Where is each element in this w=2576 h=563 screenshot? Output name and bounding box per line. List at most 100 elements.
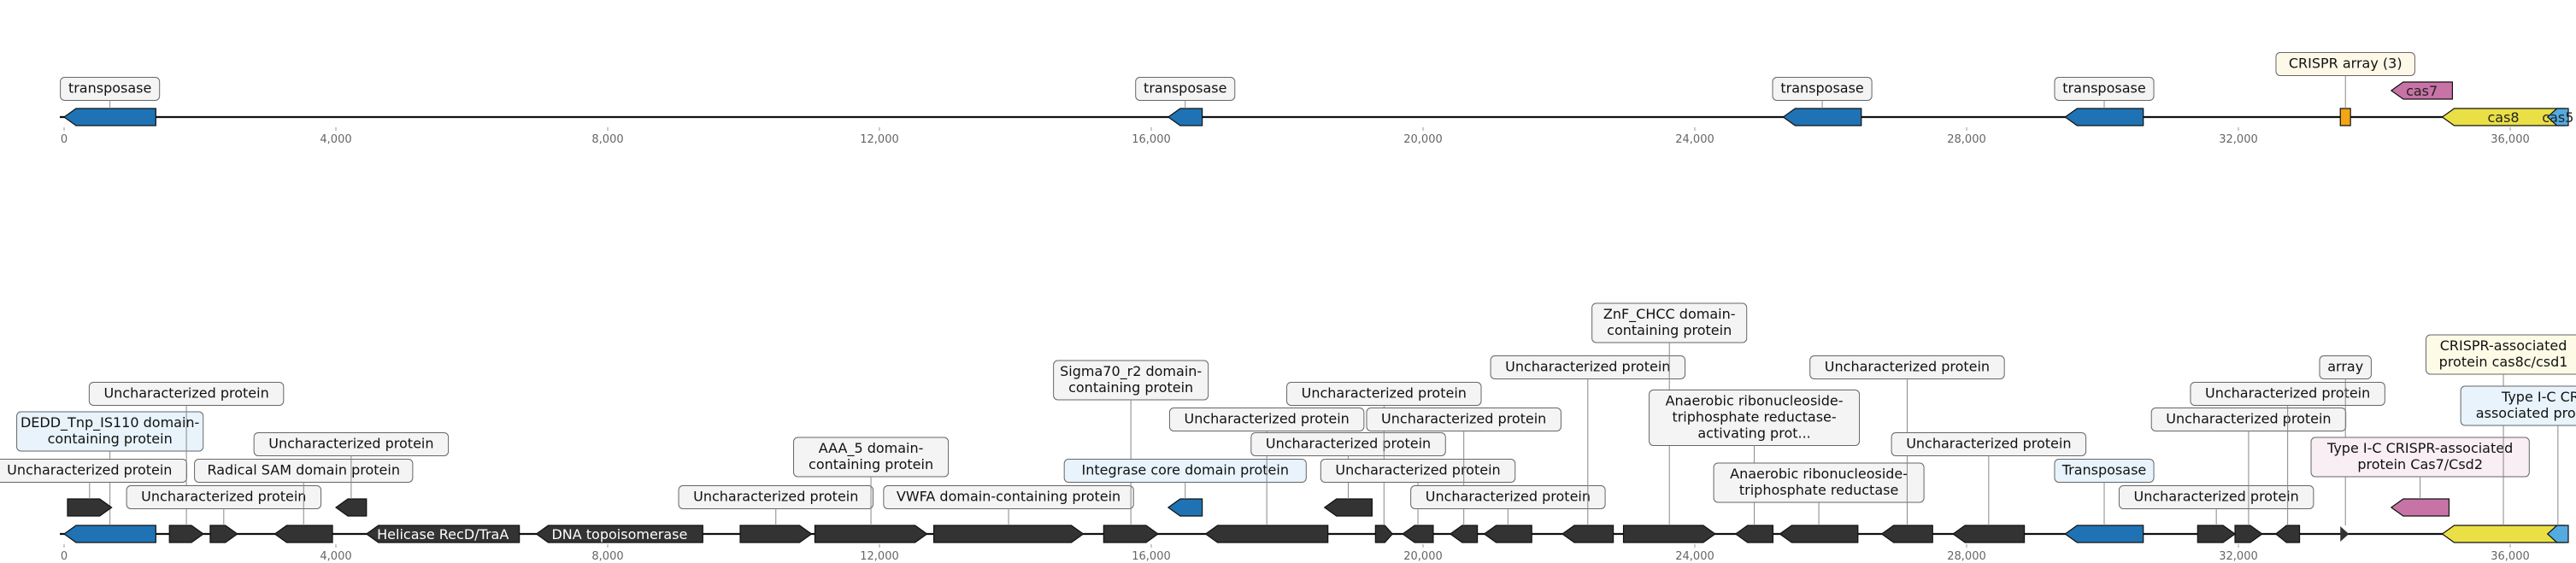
bottom-gene-b11: VWFA domain-containing protein: [883, 485, 1134, 543]
top-label-text: transposase: [1780, 80, 1863, 97]
bottom-label-text: Radical SAM domain protein: [207, 462, 399, 478]
bottom-gene-b29: Uncharacterized protein: [2190, 382, 2385, 543]
bottom-tick-label: 8,000: [591, 550, 623, 563]
bottom-label-text: array: [2327, 359, 2363, 375]
top-tick-label: 16,000: [1132, 133, 1171, 146]
bottom-label-text: Type I-C CRISPR-associated protein Cas7/C…: [2326, 440, 2513, 472]
bottom-gene-arrow: [1880, 525, 1933, 543]
top-gene-t8: cas5: [2542, 108, 2573, 126]
bottom-label-text: Uncharacterized protein: [141, 489, 306, 505]
bottom-gene-arrow: [1374, 525, 1394, 543]
top-gene-arrow: [62, 108, 156, 126]
bottom-gene-b32: CRISPR-associated protein cas8c/csd1: [2426, 334, 2576, 543]
bottom-gene-arrow: [814, 525, 928, 543]
bottom-gene-arrow: [1449, 525, 1479, 543]
top-label-text: CRISPR array (3): [2289, 56, 2403, 72]
bottom-gene-b31: Type I-C CRISPR-associated protein Cas7/C…: [2310, 437, 2530, 517]
bottom-label-text: Uncharacterized protein: [2134, 489, 2299, 505]
top-tick-label: 20,000: [1403, 133, 1443, 146]
bottom-label-text: Uncharacterized protein: [693, 489, 858, 505]
bottom-gene-arrow: [2546, 525, 2569, 543]
bottom-gene-b10: AAA_5 domain-containing protein: [793, 437, 950, 543]
bottom-gene-arrow: [2064, 525, 2144, 543]
bottom-gene-arrow: [1167, 498, 1203, 517]
top-gene-inner-label: cas5: [2542, 109, 2573, 126]
bottom-gene-arrow: [1952, 525, 2026, 543]
top-label-text: transposase: [1144, 80, 1226, 97]
top-gene-arrow: [1167, 108, 1203, 126]
bottom-label-text: DEDD_Tnp_IS110 domain-containing protein: [21, 414, 199, 447]
bottom-gene-arrow: [2441, 525, 2566, 543]
top-label-text: transposase: [68, 80, 151, 97]
bottom-label-text: Uncharacterized protein: [1906, 436, 2071, 452]
bottom-gene-b27: Uncharacterized protein: [2118, 485, 2314, 543]
bottom-label-text: Anaerobic ribonucleoside-triphosphate re…: [1730, 466, 1908, 498]
top-gene-t4: transposase: [2054, 77, 2155, 126]
top-gene-inner-label: cas8: [2487, 109, 2519, 126]
bottom-gene-b3: Uncharacterized protein: [88, 382, 285, 543]
top-tick-label: 32,000: [2219, 133, 2258, 146]
top-tick-label: 12,000: [860, 133, 899, 146]
bottom-gene-arrow: [273, 525, 333, 543]
bottom-label-text: Uncharacterized protein: [1185, 411, 1350, 427]
bottom-gene-arrow: [1323, 498, 1373, 517]
bottom-tick-label: 12,000: [860, 550, 899, 563]
top-label-text: transposase: [2062, 80, 2145, 97]
bottom-gene-arrow: [1103, 525, 1159, 543]
bottom-gene-b13: Integrase core domain protein: [1063, 459, 1307, 517]
bottom-gene-arrow: [334, 498, 368, 517]
bottom-gene-arrow: [933, 525, 1085, 543]
top-tick-label: 36,000: [2491, 133, 2530, 146]
top-tick-label: 0: [61, 133, 68, 146]
bottom-gene-arrow: [535, 525, 703, 543]
bottom-tick-label: 4,000: [320, 550, 351, 563]
bottom-gene-arrow: [1561, 525, 1614, 543]
top-gene-arrow: [2339, 108, 2351, 126]
bottom-gene-b22: Anaerobic ribonucleoside-triphosphate re…: [1649, 390, 1861, 543]
top-gene-t1: transposase: [60, 77, 161, 126]
bottom-gene-b7: Helicase RecD/TraA: [365, 525, 520, 543]
bottom-gene-b15: Uncharacterized protein: [1250, 432, 1446, 517]
bottom-gene-b28: Uncharacterized protein: [2150, 408, 2347, 543]
bottom-label-text: Integrase core domain protein: [1082, 462, 1289, 478]
bottom-label-text: VWFA domain-containing protein: [897, 489, 1120, 505]
top-genome-track: 0 4,000 8,000 12,000 16,000 20,000 24,000 28,00…: [60, 52, 2573, 146]
bottom-gene-arrow: [168, 525, 205, 543]
bottom-tick-label: 16,000: [1132, 550, 1171, 563]
bottom-tick-label: 28,000: [1947, 550, 1986, 563]
bottom-label-text: Uncharacterized protein: [1335, 462, 1500, 478]
bottom-label-text: Uncharacterized protein: [1302, 385, 1467, 402]
bottom-gene-arrow: [1483, 525, 1532, 543]
bottom-gene-arrow: [1622, 525, 1716, 543]
bottom-gene-b19: Uncharacterized protein: [1410, 485, 1606, 543]
bottom-gene-arrow: [1734, 525, 1774, 543]
bottom-gene-b23: Anaerobic ribonucleoside-triphosphate re…: [1713, 462, 1925, 543]
bottom-label-text: ZnF_CHCC domain-containing protein: [1603, 306, 1736, 338]
bottom-label-text: Anaerobic ribonucleoside-triphosphate re…: [1666, 393, 1844, 442]
bottom-array-marker: [2340, 526, 2350, 542]
bottom-gene-b1: DEDD_Tnp_IS110 domain-containing protein: [16, 411, 204, 543]
bottom-label-text: Uncharacterized protein: [2166, 411, 2331, 427]
bottom-label-text: Uncharacterized protein: [1505, 359, 1670, 375]
bottom-gene-arrow: [1779, 525, 1859, 543]
bottom-tick-label: 32,000: [2219, 550, 2258, 563]
bottom-gene-inner-label: DNA topoisomerase: [551, 526, 687, 542]
bottom-gene-arrow: [1204, 525, 1329, 543]
bottom-gene-b9: Uncharacterized protein: [678, 485, 873, 543]
bottom-gene-arrow: [365, 525, 520, 543]
bottom-gene-b12: Sigma70_r2 domain-containing protein: [1053, 360, 1209, 543]
bottom-label-text: Sigma70_r2 domain-containing protein: [1060, 363, 1202, 396]
bottom-tick-label: 0: [61, 550, 68, 563]
bottom-label-text: Uncharacterized protein: [1426, 489, 1591, 505]
bottom-tick-label: 24,000: [1675, 550, 1714, 563]
bottom-tick-label: 20,000: [1403, 550, 1443, 563]
bottom-gene-b6: Uncharacterized protein: [253, 432, 450, 517]
top-gene-t3: transposase: [1772, 77, 1873, 126]
bottom-gene-b20: Uncharacterized protein: [1490, 355, 1686, 543]
bottom-gene-b21: ZnF_CHCC domain-containing protein: [1591, 302, 1748, 543]
bottom-gene-arrow: [739, 525, 813, 543]
top-tick-label: 4,000: [320, 133, 351, 146]
bottom-gene-arrow: [209, 525, 238, 543]
top-gene-t5: CRISPR array (3): [2275, 52, 2415, 126]
bottom-label-text: Uncharacterized protein: [7, 462, 172, 478]
